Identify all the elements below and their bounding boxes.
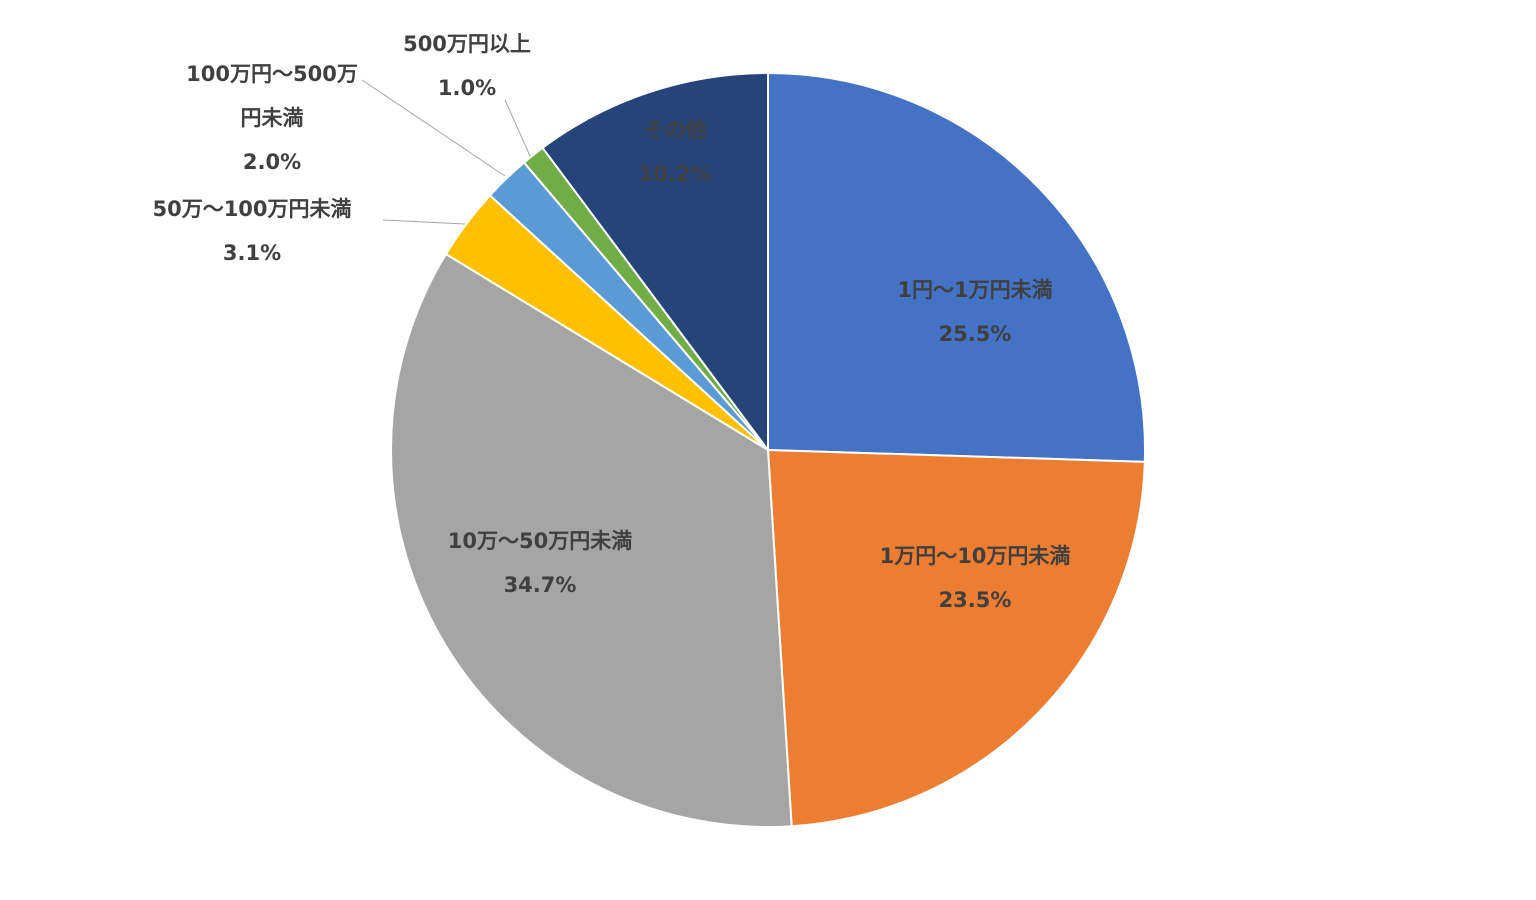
category-label: 500万円以上 [403,32,531,56]
data-label: 100万円～500万円未満 2.0% [182,52,362,184]
data-label: 1万円～10万円未満 23.5% [880,534,1071,622]
data-label: 1円～1万円未満 25.5% [897,268,1052,356]
category-label: 1万円～10万円未満 [879,544,1071,568]
pie-slice [767,71,1146,463]
pie-slice [766,448,1146,828]
value-label: 10.2% [638,162,712,186]
data-label: その他 10.2% [639,108,712,196]
value-label: 3.1% [222,241,282,265]
value-label: 23.5% [938,588,1012,612]
leader-line [382,219,466,225]
pie-slice [541,71,769,454]
pie-slice [390,252,793,828]
value-label: 34.7% [503,573,577,597]
value-label: 1.0% [437,76,497,100]
category-label: 10万～50万円未満 [447,529,633,553]
category-label: 50万～100万円未満 [152,197,352,221]
data-label: 50万～100万円未満 3.1% [152,187,351,275]
leader-line [361,79,506,177]
value-label: 25.5% [938,322,1012,346]
data-label: 500万円以上 1.0% [403,22,531,110]
leader-line [504,99,531,157]
category-label: その他 [643,118,707,142]
data-label: 10万～50万円未満 34.7% [448,519,632,607]
category-label: 100万円～500万円未満 [186,62,358,130]
value-label: 2.0% [242,150,302,174]
category-label: 1円～1万円未満 [897,278,1053,302]
